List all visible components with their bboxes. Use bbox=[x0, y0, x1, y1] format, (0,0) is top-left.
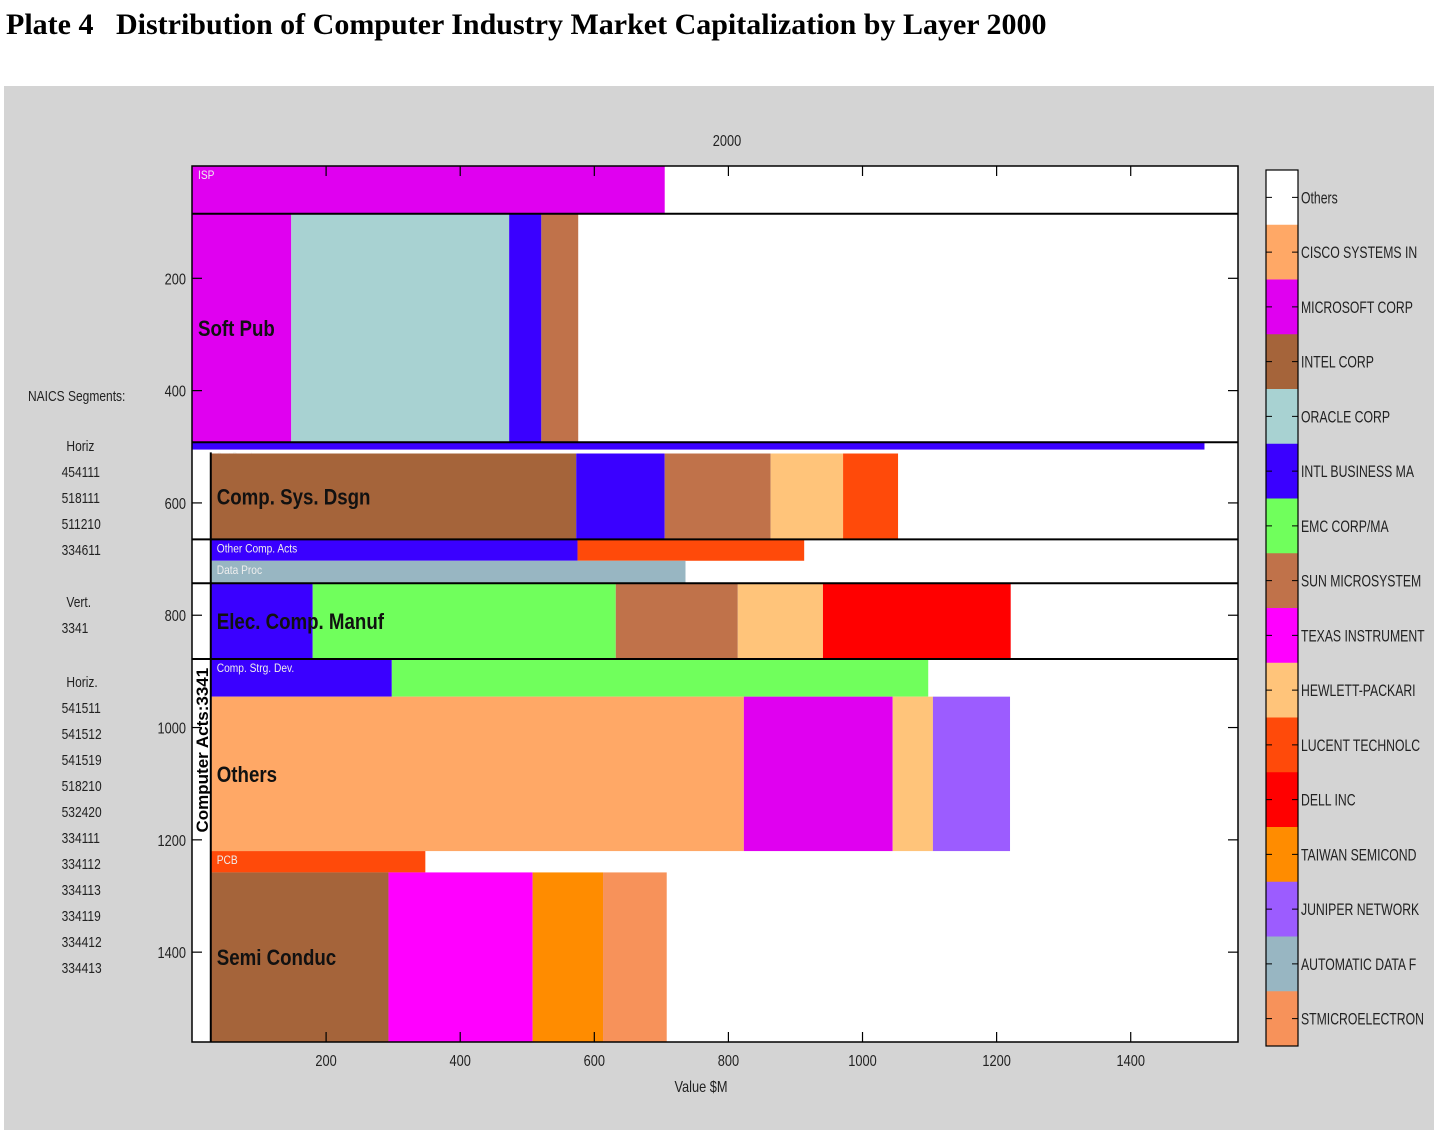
legend-label: STMICROELECTRON bbox=[1301, 1011, 1424, 1029]
legend-label: SUN MICROSYSTEM bbox=[1301, 573, 1421, 591]
layer-label: Data Proc bbox=[217, 564, 263, 577]
bar-segment bbox=[210, 696, 744, 852]
naics-code: 334611 bbox=[61, 542, 101, 559]
y-tick-label: 1200 bbox=[158, 833, 186, 851]
layer-label: Elec. Comp. Manuf bbox=[217, 611, 384, 635]
bar-segment bbox=[737, 583, 823, 660]
legend-label: INTEL CORP bbox=[1301, 354, 1374, 372]
layer-label: Soft Pub bbox=[198, 318, 275, 342]
legend-label: ORACLE CORP bbox=[1301, 409, 1390, 427]
bar-segment bbox=[210, 659, 392, 697]
bar-segment bbox=[541, 213, 579, 443]
naics-code: 334113 bbox=[61, 882, 101, 899]
legend-label: LUCENT TECHNOLC bbox=[1301, 737, 1420, 755]
naics-code: 532420 bbox=[61, 804, 102, 821]
legend-label: HEWLETT-PACKARI bbox=[1301, 682, 1416, 700]
bar-segment bbox=[615, 583, 738, 660]
naics-code: 518210 bbox=[61, 778, 102, 795]
legend-label: EMC CORP/MA bbox=[1301, 518, 1389, 536]
naics-code: 511210 bbox=[61, 516, 101, 533]
x-axis-label: Value $M bbox=[674, 1079, 727, 1097]
naics-code: 518111 bbox=[61, 490, 100, 507]
y-tick-label: 1000 bbox=[158, 720, 186, 738]
bar-segment bbox=[210, 872, 389, 1042]
layer-label: ISP bbox=[198, 169, 214, 182]
x-tick-label: 1000 bbox=[848, 1053, 876, 1071]
legend-label: CISCO SYSTEMS IN bbox=[1301, 244, 1417, 262]
x-tick-label: 200 bbox=[315, 1053, 336, 1071]
bar-segment bbox=[192, 166, 665, 214]
plate-title: Plate 4 Distribution of Computer Industr… bbox=[6, 8, 1047, 41]
bar-segment bbox=[388, 872, 533, 1042]
bar-segment bbox=[892, 696, 933, 852]
layer-label: Comp. Sys. Dsgn bbox=[217, 486, 371, 510]
x-tick-label: 800 bbox=[718, 1053, 739, 1071]
bar-segment bbox=[210, 453, 577, 540]
naics-code: 334412 bbox=[61, 934, 102, 951]
legend-label: MICROSOFT CORP bbox=[1301, 299, 1413, 317]
layer-label: Semi Conduc bbox=[217, 947, 336, 971]
y-tick-label: 200 bbox=[165, 271, 186, 289]
layer-label: Others bbox=[217, 764, 277, 788]
legend-label: DELL INC bbox=[1301, 792, 1356, 810]
plot-frame bbox=[191, 165, 1239, 1043]
y-tick-label: 800 bbox=[165, 608, 186, 626]
bar-segment bbox=[509, 213, 542, 443]
naics-code: 334111 bbox=[61, 830, 100, 847]
naics-code: 454111 bbox=[61, 464, 100, 481]
naics-title: NAICS Segments: bbox=[28, 388, 126, 405]
bar-segment bbox=[210, 539, 578, 561]
bar-segment bbox=[822, 583, 1011, 660]
bar-segment bbox=[576, 453, 665, 540]
y-tick-label: 600 bbox=[165, 496, 186, 514]
bar-segment bbox=[770, 453, 844, 540]
legend-label: JUNIPER NETWORK bbox=[1301, 901, 1419, 919]
naics-code: 334119 bbox=[61, 908, 101, 925]
naics-code: 334112 bbox=[61, 856, 101, 873]
bar-segment bbox=[192, 213, 292, 443]
bar-segment bbox=[932, 696, 1011, 852]
x-tick-label: 1400 bbox=[1116, 1053, 1144, 1071]
naics-code: 3341 bbox=[61, 620, 89, 637]
y-tick-label: 400 bbox=[165, 383, 186, 401]
x-tick-label: 400 bbox=[450, 1053, 471, 1071]
naics-code: 541519 bbox=[61, 752, 102, 769]
bar-segment bbox=[603, 872, 667, 1042]
legend-frame bbox=[1265, 169, 1299, 1047]
layer-label: Comp. Strg. Dev. bbox=[217, 662, 294, 675]
naics-code: 541512 bbox=[61, 726, 102, 743]
naics-code: 541511 bbox=[61, 700, 101, 717]
bar-segment bbox=[664, 453, 771, 540]
bar-segment bbox=[210, 851, 426, 873]
legend-label: TAIWAN SEMICOND bbox=[1301, 847, 1416, 865]
bar-segment bbox=[743, 696, 893, 852]
bar-segment bbox=[532, 872, 604, 1042]
bar-segment bbox=[291, 213, 510, 443]
legend-label: AUTOMATIC DATA F bbox=[1301, 956, 1416, 974]
bar-segment bbox=[192, 442, 1205, 450]
figure-panel: NAICS Segments: Horiz 454111 518111 511210 3… bbox=[4, 86, 1434, 1130]
bracket-label: Computer Acts:3341 bbox=[193, 668, 212, 833]
naics-group-heading: Vert. bbox=[66, 594, 92, 611]
x-tick-label: 600 bbox=[584, 1053, 605, 1071]
x-tick-label: 1200 bbox=[982, 1053, 1010, 1071]
naics-group-heading: Horiz bbox=[66, 438, 95, 455]
chart-title: 2000 bbox=[713, 133, 741, 151]
legend-label: Others bbox=[1301, 190, 1338, 208]
bar-segment bbox=[577, 539, 805, 561]
bar-segment bbox=[312, 583, 616, 660]
legend-label: TEXAS INSTRUMENT bbox=[1301, 628, 1425, 646]
bar-segment bbox=[391, 659, 929, 697]
naics-code: 334413 bbox=[61, 960, 102, 977]
layer-label: Other Comp. Acts bbox=[217, 543, 298, 556]
bar-segment bbox=[210, 583, 313, 660]
bar-segment bbox=[210, 560, 686, 584]
naics-group-heading: Horiz. bbox=[66, 674, 98, 691]
bar-segment bbox=[843, 453, 899, 540]
y-tick-label: 1400 bbox=[158, 945, 186, 963]
legend-label: INTL BUSINESS MA bbox=[1301, 463, 1414, 481]
layer-label: PCB bbox=[217, 854, 238, 867]
